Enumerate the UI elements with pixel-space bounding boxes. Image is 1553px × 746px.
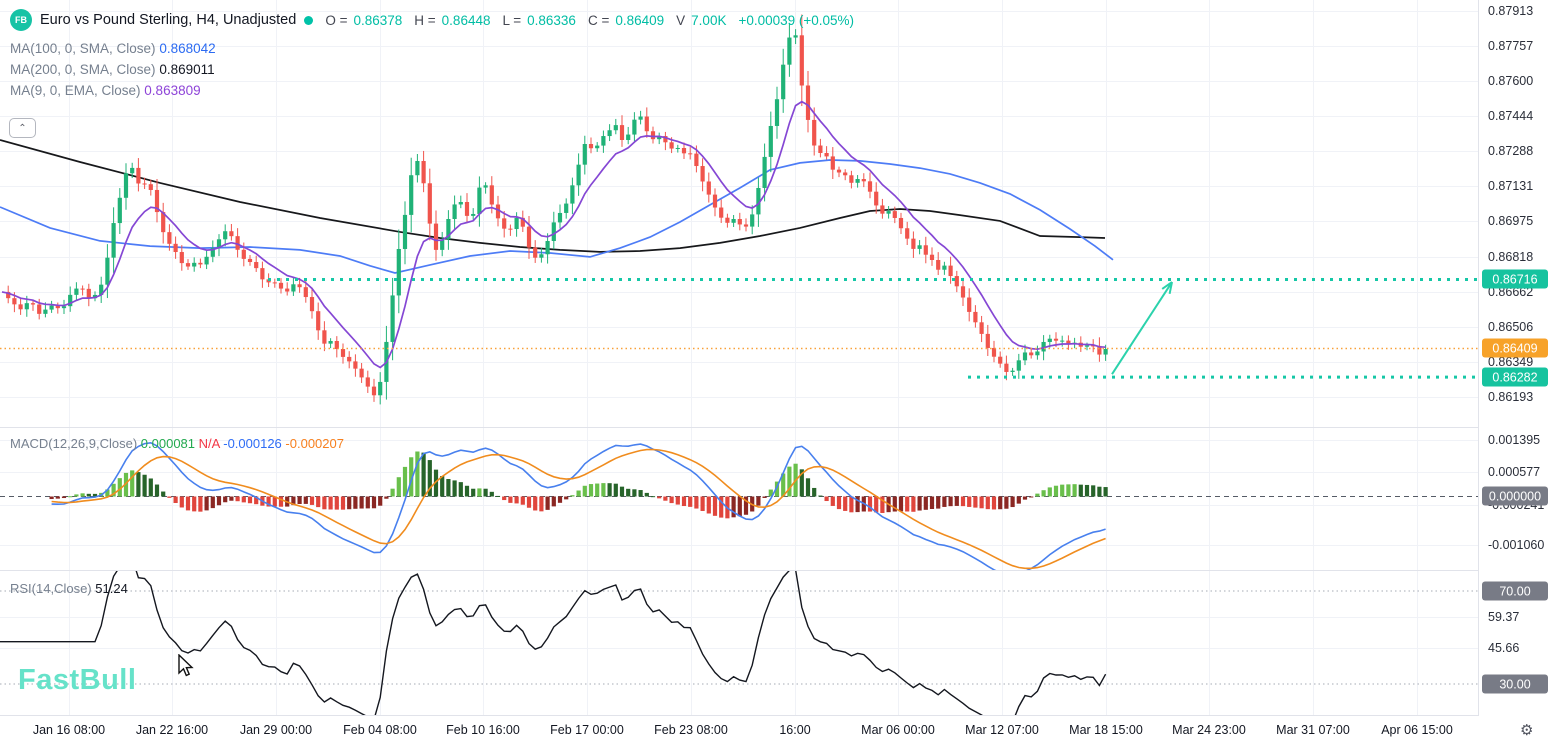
- price-tick-label: 0.87757: [1488, 39, 1534, 53]
- price-tick-label: 59.37: [1488, 610, 1520, 624]
- ma100-label: MA(100, 0, SMA, Close): [10, 41, 156, 56]
- price-badge: 0.000000: [1482, 486, 1548, 506]
- price-badge: 0.86282: [1482, 367, 1548, 387]
- ma200-line: [0, 139, 1106, 253]
- price-badge: 70.00: [1482, 581, 1548, 601]
- trend-arrow-annotation[interactable]: [1111, 281, 1173, 375]
- macd-na-value: N/A: [198, 436, 220, 451]
- macd-hist-value: 0.000081: [140, 436, 196, 451]
- high-label: H =: [414, 12, 436, 28]
- open-value: 0.86378: [353, 12, 403, 28]
- ema9-label: MA(9, 0, EMA, Close): [10, 83, 141, 98]
- low-value: 0.86336: [527, 12, 576, 28]
- rsi-line: [0, 571, 1107, 715]
- chart-legend: FB Euro vs Pound Sterling, H4, Unadjuste…: [10, 8, 854, 101]
- main-price-pane[interactable]: [0, 14, 1478, 405]
- mouse-cursor-icon: [178, 654, 194, 677]
- price-tick-label: -0.001060: [1488, 538, 1545, 552]
- time-tick-label: 16:00: [779, 723, 811, 737]
- time-tick-label: Feb 10 16:00: [446, 723, 520, 737]
- low-label: L =: [502, 12, 522, 28]
- price-tick-label: 0.001395: [1488, 433, 1541, 447]
- time-tick-label: Mar 12 07:00: [965, 723, 1039, 737]
- price-tick-label: 0.000577: [1488, 465, 1541, 479]
- gridlines: [0, 0, 1478, 715]
- rsi-value: 51.24: [95, 581, 128, 596]
- price-badge: 0.86716: [1482, 269, 1548, 289]
- fastbull-watermark: FastBull: [18, 664, 137, 696]
- close-value: 0.86409: [615, 12, 665, 28]
- ema9-line: [1, 100, 1106, 369]
- time-tick-label: Jan 29 00:00: [239, 723, 313, 737]
- macd-line-value: -0.000126: [223, 436, 282, 451]
- time-axis[interactable]: ⚙ Jan 16 08:00 Jan 22 16:00 Jan 29 00:00 Fe…: [0, 716, 1553, 746]
- time-tick-label: Feb 23 08:00: [654, 723, 728, 737]
- macd-pane[interactable]: [0, 441, 1478, 576]
- ema9-value: 0.863809: [144, 83, 201, 98]
- time-tick-label: Mar 31 07:00: [1276, 723, 1350, 737]
- rsi-label: RSI(14,Close): [10, 581, 92, 596]
- price-tick-label: 0.87913: [1488, 4, 1534, 18]
- time-tick-label: Mar 24 23:00: [1172, 723, 1246, 737]
- macd-label: MACD(12,26,9,Close): [10, 436, 138, 451]
- price-tick-label: 0.86662: [1488, 285, 1534, 299]
- time-tick-label: Apr 06 15:00: [1381, 723, 1453, 737]
- price-tick-label: 0.87444: [1488, 109, 1534, 123]
- ma200-label: MA(200, 0, SMA, Close): [10, 62, 156, 77]
- high-value: 0.86448: [441, 12, 491, 28]
- price-tick-label: 45.66: [1488, 641, 1520, 655]
- price-tick-label: 0.86193: [1488, 390, 1534, 404]
- time-tick-label: Mar 06 00:00: [861, 723, 935, 737]
- ma100-value: 0.868042: [159, 41, 216, 56]
- macd-signal-line: [51, 448, 1106, 570]
- ma100-legend-row[interactable]: MA(100, 0, SMA, Close) 0.868042: [10, 38, 854, 59]
- time-tick-label: Jan 16 08:00: [32, 723, 106, 737]
- fastbull-logo-icon: FB: [10, 9, 32, 31]
- chevron-up-icon: ⌃: [18, 122, 27, 134]
- ma-legend: MA(100, 0, SMA, Close) 0.868042 MA(200, …: [10, 38, 854, 101]
- price-tick-label: 0.87131: [1488, 179, 1534, 193]
- close-label: C =: [587, 12, 610, 28]
- market-status-dot: [304, 15, 314, 25]
- rsi-legend-row[interactable]: RSI(14,Close) 51.24: [10, 581, 128, 596]
- symbol-title: Euro vs Pound Sterling, H4, Unadjusted: [40, 12, 297, 28]
- ma200-value: 0.869011: [159, 62, 215, 77]
- open-label: O =: [325, 12, 348, 28]
- collapse-indicators-button[interactable]: ⌃: [9, 118, 36, 138]
- macd-signal-value: -0.000207: [285, 436, 344, 451]
- ema9-legend-row[interactable]: MA(9, 0, EMA, Close) 0.863809: [10, 80, 854, 101]
- price-axis[interactable]: 0.87913 0.87757 0.87600 0.87444 0.87288 0.871…: [1479, 0, 1553, 716]
- symbol-header[interactable]: FB Euro vs Pound Sterling, H4, Unadjuste…: [10, 8, 854, 32]
- price-tick-label: 0.86975: [1488, 214, 1534, 228]
- price-tick-label: 0.86349: [1488, 355, 1534, 369]
- price-badge: 0.86409: [1482, 338, 1548, 358]
- settings-gear-icon[interactable]: ⚙: [1520, 722, 1534, 739]
- ohlc-readout: O = 0.86378 H = 0.86448 L = 0.86336 C = …: [325, 13, 854, 28]
- candlestick-series: [6, 14, 1108, 405]
- volume-value: 7.00K: [691, 12, 727, 28]
- time-tick-label: Jan 22 16:00: [135, 723, 209, 737]
- price-tick-label: 0.86818: [1488, 250, 1534, 264]
- macd-legend-row[interactable]: MACD(12,26,9,Close) 0.000081 N/A -0.0001…: [10, 436, 344, 451]
- time-tick-label: Mar 18 15:00: [1069, 723, 1143, 737]
- price-tick-label: 0.87288: [1488, 144, 1534, 158]
- macd-line: [51, 441, 1106, 570]
- rsi-pane[interactable]: [0, 558, 1478, 724]
- volume-label: V: [676, 12, 686, 28]
- price-tick-label: 0.87600: [1488, 74, 1534, 88]
- price-badge: 30.00: [1482, 674, 1548, 694]
- change-value: +0.00039 (+0.05%): [738, 12, 855, 28]
- ma100-line: [0, 159, 1114, 274]
- price-tick-label: 0.86506: [1488, 320, 1534, 334]
- time-tick-label: Feb 04 08:00: [343, 723, 417, 737]
- macd-histogram: [49, 451, 1108, 519]
- ma200-legend-row[interactable]: MA(200, 0, SMA, Close) 0.869011: [10, 59, 854, 80]
- time-tick-label: Feb 17 00:00: [550, 723, 624, 737]
